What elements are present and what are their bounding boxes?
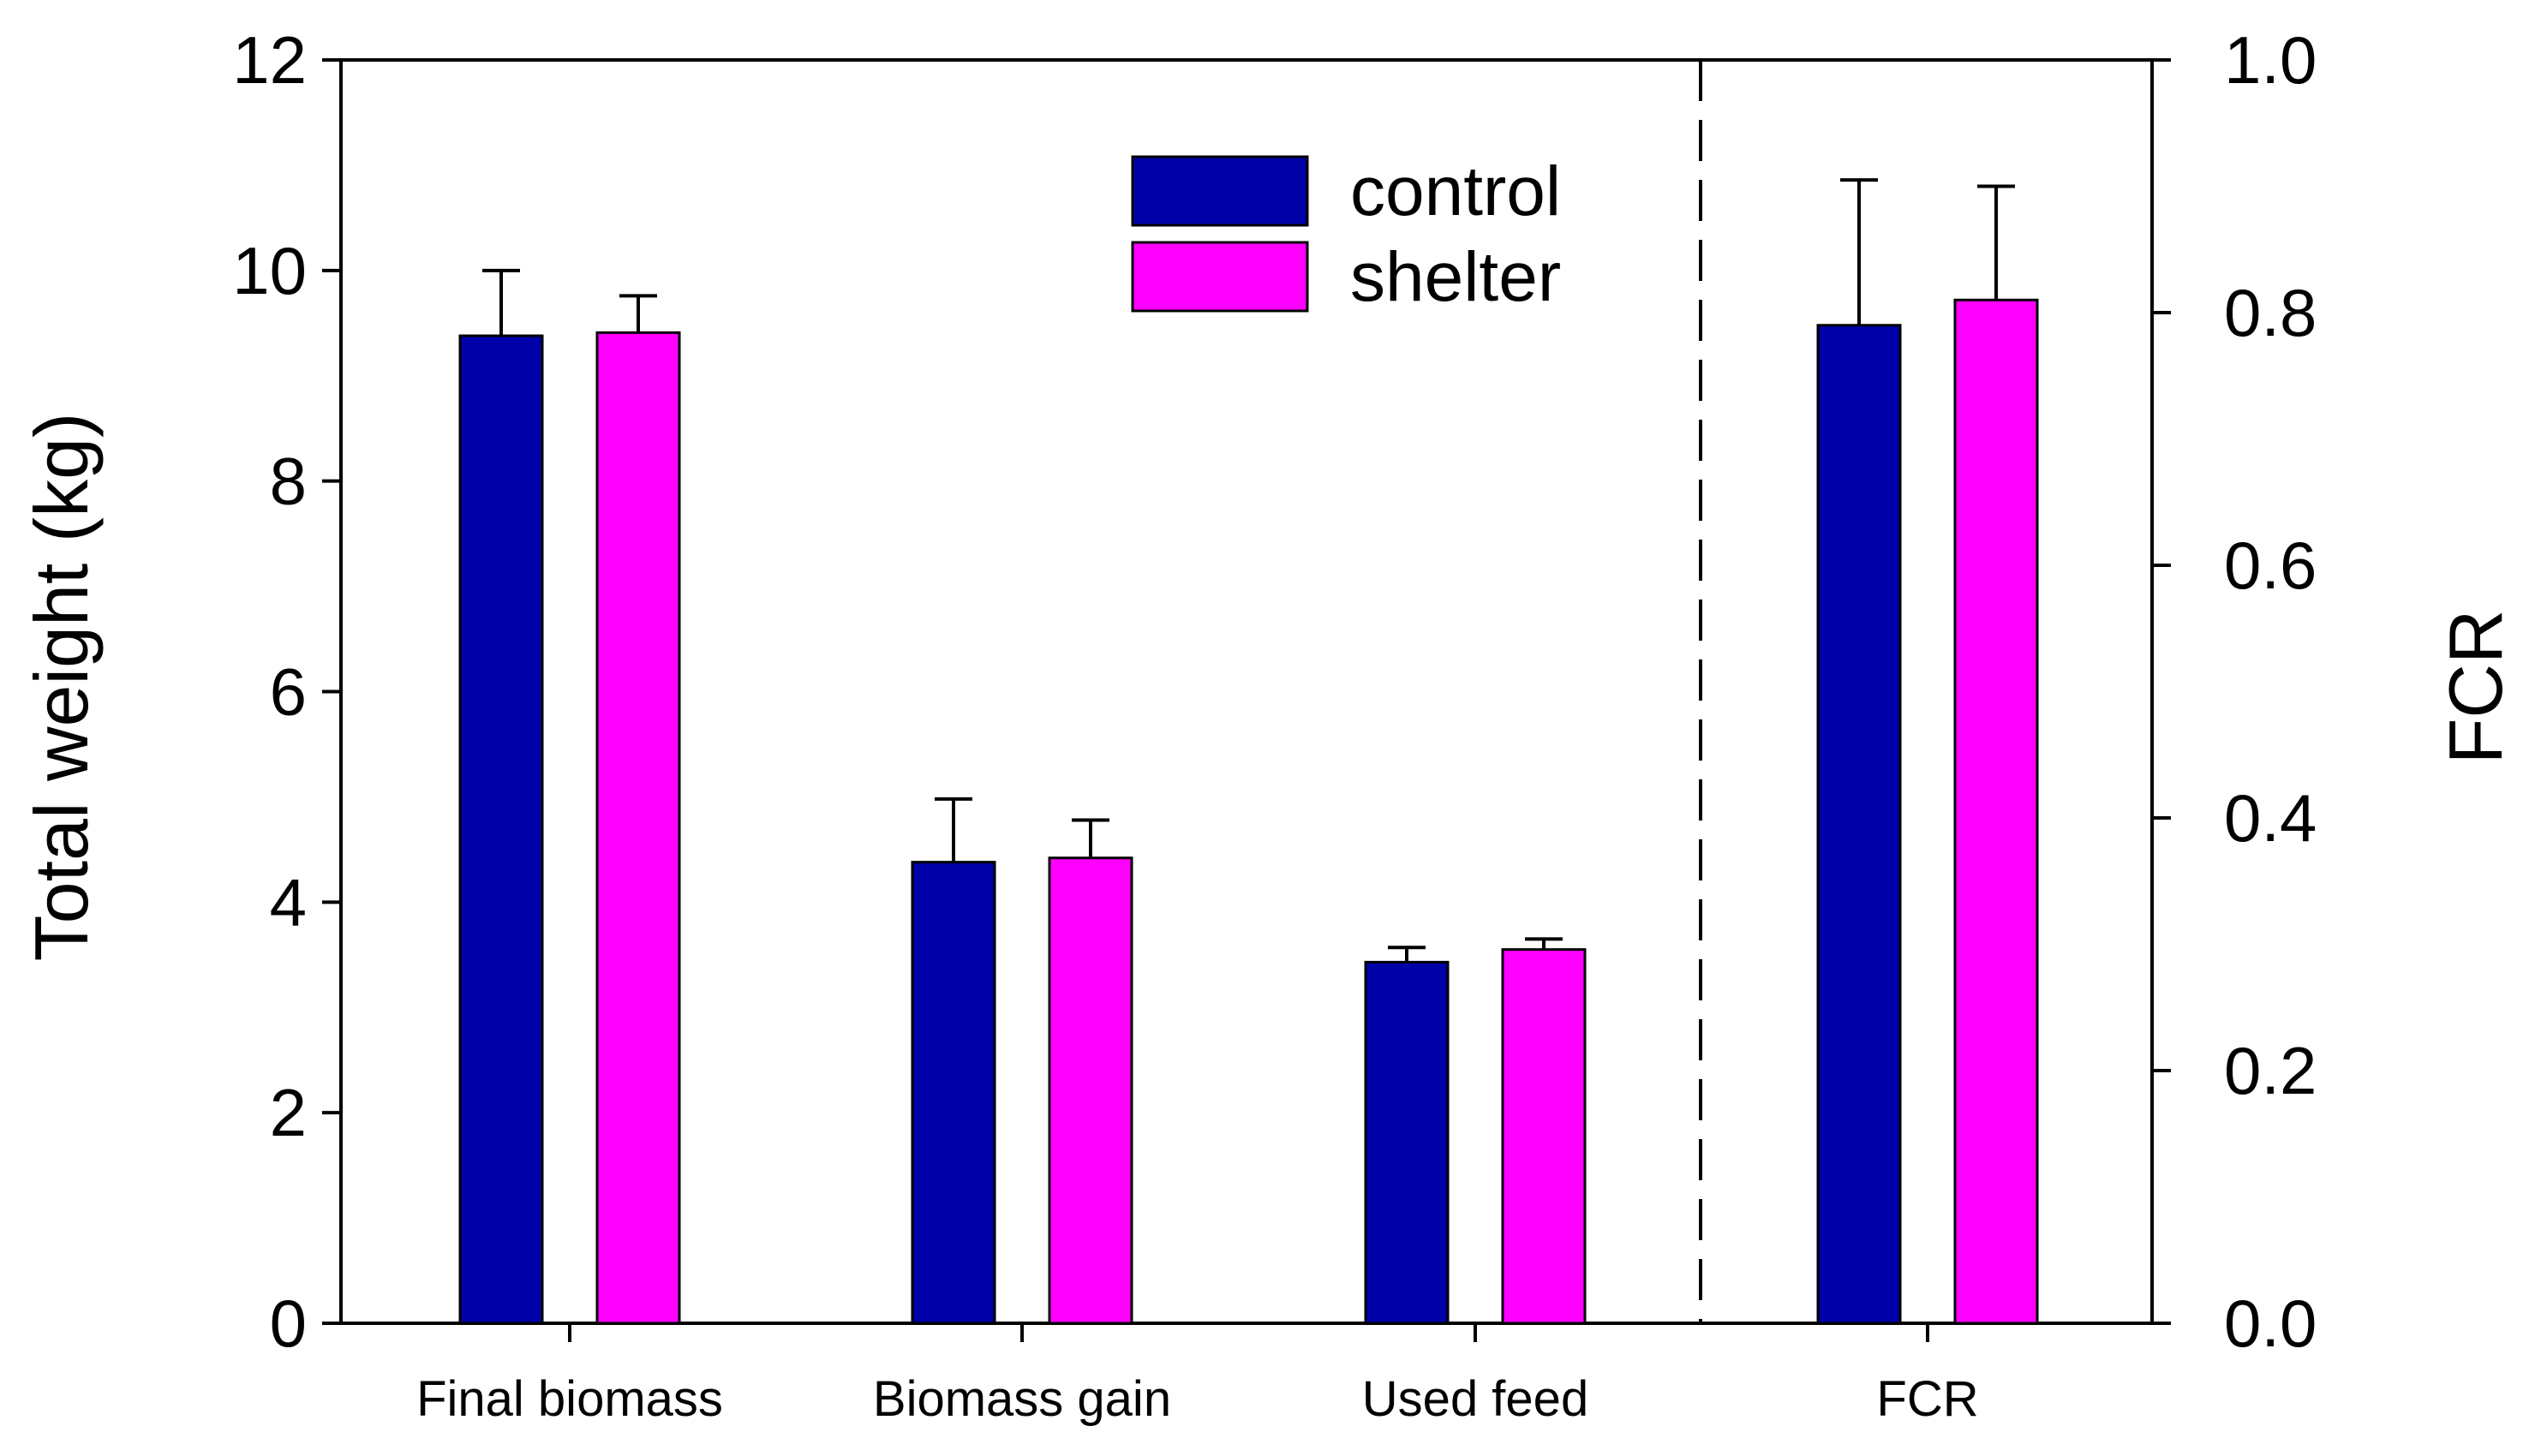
bar-shelter xyxy=(1048,856,1133,1325)
left-tick-label: 12 xyxy=(232,22,307,98)
right-y-axis-title: FCR xyxy=(2433,610,2518,765)
left-y-axis-title: Total weight (kg) xyxy=(19,413,104,962)
left-y-axis: 0 2 4 6 8 10 12 xyxy=(232,22,341,1361)
bar-shelter xyxy=(1953,298,2039,1325)
legend-label-shelter: shelter xyxy=(1350,238,1561,316)
x-category-label: Biomass gain xyxy=(873,1371,1171,1427)
left-tick-label: 4 xyxy=(270,864,307,940)
x-category-label: Final biomass xyxy=(416,1371,723,1427)
left-tick-label: 8 xyxy=(270,444,307,519)
x-axis: Final biomass Biomass gain Used feed FCR xyxy=(416,1323,1979,1427)
legend-swatch-control xyxy=(1131,155,1309,227)
bar-control xyxy=(1816,324,1902,1325)
bar-shelter xyxy=(1501,948,1587,1325)
bar-shelter xyxy=(595,331,681,1325)
error-bars xyxy=(482,178,2015,963)
bar-control xyxy=(458,334,544,1325)
legend: control shelter xyxy=(1131,152,1561,316)
right-tick-label: 1.0 xyxy=(2224,22,2317,98)
left-tick-label: 2 xyxy=(270,1075,307,1150)
x-category-label: Used feed xyxy=(1362,1371,1588,1427)
bar-control xyxy=(1364,960,1450,1325)
right-tick-label: 0.4 xyxy=(2224,780,2317,856)
right-tick-label: 0.2 xyxy=(2224,1033,2317,1108)
right-y-axis: 0.0 0.2 0.4 0.6 0.8 1.0 xyxy=(2152,22,2317,1361)
bar-control xyxy=(911,861,996,1325)
left-tick-label: 0 xyxy=(270,1286,307,1361)
left-tick-label: 10 xyxy=(232,233,307,308)
legend-label-control: control xyxy=(1350,152,1561,230)
right-tick-label: 0.6 xyxy=(2224,528,2317,603)
right-tick-label: 0.0 xyxy=(2224,1286,2317,1361)
bars xyxy=(458,298,2039,1325)
right-tick-label: 0.8 xyxy=(2224,275,2317,350)
left-tick-label: 6 xyxy=(270,654,307,730)
legend-swatch-shelter xyxy=(1131,241,1309,313)
x-category-label: FCR xyxy=(1876,1371,1978,1427)
